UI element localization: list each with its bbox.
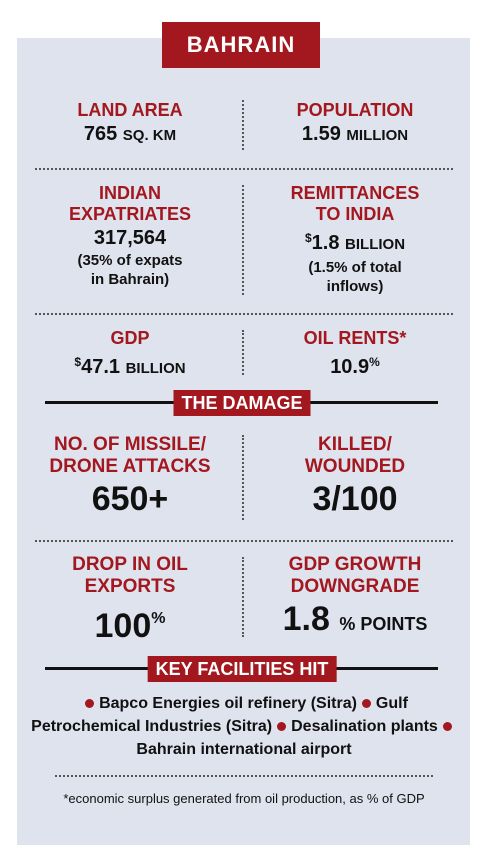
- stat-label: NO. OF MISSILE/: [53, 434, 206, 455]
- stat-label: DOWNGRADE: [290, 576, 420, 597]
- divider: [35, 313, 453, 315]
- title: BAHRAIN: [162, 22, 320, 68]
- stat-label: DRONE ATTACKS: [49, 456, 211, 477]
- stat-label: EXPATRIATES: [68, 204, 191, 224]
- value: 1.8: [282, 600, 330, 638]
- value: 3/100: [312, 480, 398, 518]
- divider: [35, 168, 453, 170]
- stat-label: EXPORTS: [84, 576, 176, 597]
- stat-value: 1.8 % POINTS: [250, 598, 460, 645]
- facility-list: Bapco Energies oil refinery (Sitra) Gulf …: [25, 692, 463, 761]
- divider: [242, 557, 244, 637]
- divider: [242, 330, 244, 375]
- facility: Gulf Petrochemical Industries (Sitra): [31, 695, 408, 735]
- stat-value: 100%: [25, 598, 235, 647]
- value: 317,564: [93, 227, 167, 249]
- stat-note: in Bahrain): [90, 271, 170, 288]
- stat-label: WOUNDED: [304, 456, 406, 477]
- stat: KILLED/WOUNDED 3/100: [250, 434, 460, 520]
- value: 100: [94, 607, 152, 645]
- section-title: KEY FACILITIES HIT: [147, 656, 337, 682]
- bullet: [277, 721, 287, 731]
- divider: [35, 540, 453, 542]
- stat: OIL RENTS* 10.9%: [250, 328, 460, 380]
- stat: GDP $47.1 BILLION: [25, 328, 235, 382]
- value: 650+: [91, 480, 169, 518]
- stat-value: $1.8 BILLION: [250, 225, 460, 258]
- stat-note: (35% of expats: [77, 252, 183, 269]
- stat-label: DROP IN OIL: [72, 554, 188, 575]
- stat-label: GDP: [110, 328, 150, 348]
- divider: [55, 775, 433, 777]
- value: 765: [83, 123, 118, 145]
- value: 47.1: [81, 356, 121, 378]
- unit: MILLION: [346, 127, 409, 144]
- stat-note: inflows): [326, 278, 384, 295]
- value: 10.9: [330, 356, 370, 378]
- stat-label: TO INDIA: [315, 204, 395, 224]
- currency: $: [74, 355, 82, 369]
- stat: DROP IN OIL EXPORTS 100%: [25, 554, 235, 647]
- stat: GDP GROWTH DOWNGRADE 1.8 % POINTS: [250, 554, 460, 645]
- stat: INDIAN EXPATRIATES 317,564 (35% of expats in…: [25, 183, 235, 289]
- bullet: [85, 698, 95, 708]
- divider: [242, 185, 244, 295]
- bullet: [442, 721, 452, 731]
- divider: [242, 100, 244, 150]
- stat-label: POPULATION: [296, 100, 414, 120]
- unit: %: [151, 610, 166, 627]
- divider: [242, 435, 244, 520]
- stat-value: 317,564: [25, 225, 235, 251]
- currency: $: [304, 231, 312, 245]
- unit: BILLION: [345, 236, 406, 253]
- stat-value: 650+: [25, 478, 235, 520]
- facility: Bahrain international airport: [136, 741, 352, 758]
- stat-label: KILLED/: [318, 434, 392, 455]
- section-title: THE DAMAGE: [173, 390, 311, 416]
- stat-label: GDP GROWTH: [288, 554, 422, 575]
- stat-value: $47.1 BILLION: [25, 349, 235, 382]
- stat: POPULATION 1.59 MILLION: [250, 100, 460, 149]
- value: 1.59: [301, 123, 341, 145]
- stat-value: 10.9%: [250, 349, 460, 380]
- stat: LAND AREA 765 SQ. KM: [25, 100, 235, 149]
- unit: SQ. KM: [122, 127, 177, 144]
- stat: REMITTANCES TO INDIA $1.8 BILLION (1.5% of …: [250, 183, 460, 296]
- stat-label: OIL RENTS*: [303, 328, 407, 348]
- stat-value: 1.59 MILLION: [250, 121, 460, 149]
- footnote: *economic surplus generated from oil pro…: [63, 791, 425, 806]
- stat-label: LAND AREA: [77, 100, 183, 120]
- stat-value: 765 SQ. KM: [25, 121, 235, 149]
- unit: % POINTS: [339, 614, 428, 634]
- stat-value: 3/100: [250, 478, 460, 520]
- stat: NO. OF MISSILE/DRONE ATTACKS 650+: [25, 434, 235, 520]
- stat-label: REMITTANCES: [290, 183, 420, 203]
- stat-label: INDIAN: [99, 183, 161, 203]
- facility: Desalination plants: [291, 718, 438, 735]
- facility: Bapco Energies oil refinery (Sitra): [99, 695, 357, 712]
- value: 1.8: [311, 232, 340, 254]
- bullet: [361, 698, 371, 708]
- stat-note: (1.5% of total: [308, 259, 402, 276]
- unit: BILLION: [125, 360, 186, 377]
- unit: %: [369, 355, 380, 369]
